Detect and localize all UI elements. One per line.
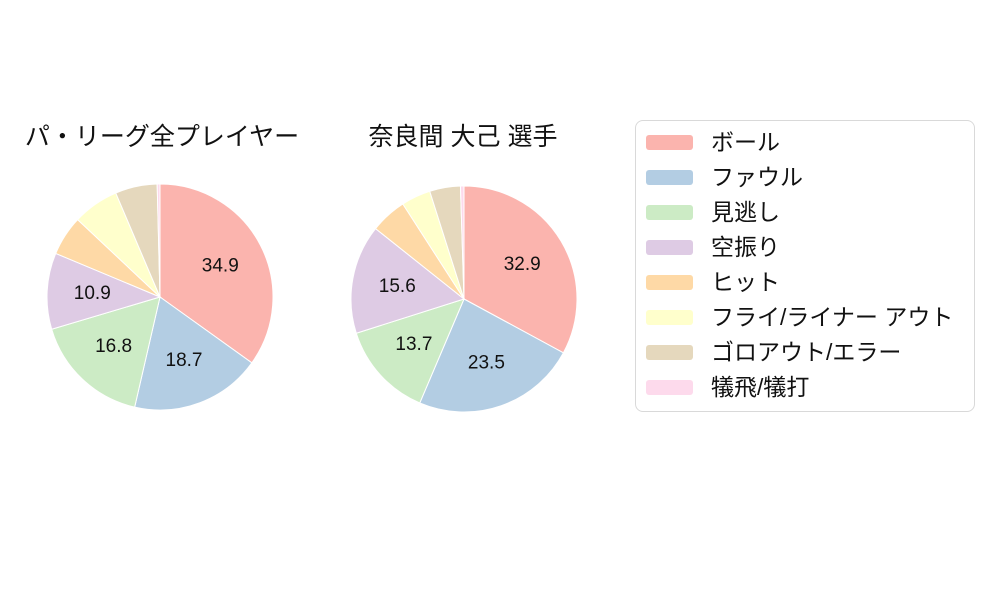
pie-slice-pie-left-2[interactable]	[51, 296, 161, 408]
legend-label: ヒット	[711, 269, 780, 295]
legend-swatch	[646, 380, 693, 395]
pie-slice-pie-left-1[interactable]	[134, 296, 253, 411]
legend-item-0[interactable]: ボール	[636, 125, 974, 160]
legend-label: 犠飛/犠打	[711, 374, 810, 400]
slice-value-label: 15.6	[379, 276, 416, 297]
legend-swatch	[646, 275, 693, 290]
pie-chart-right[interactable]: 32.9 23.5 13.7 15.6	[344, 179, 584, 419]
pie-slice-pie-left-0[interactable]	[159, 183, 274, 364]
pie-slice-pie-left-3[interactable]	[46, 252, 162, 330]
pie-slice-pie-right-7[interactable]	[459, 185, 465, 300]
slice-value-label: 32.9	[504, 254, 541, 275]
legend-swatch	[646, 240, 693, 255]
pie-slice-pie-right-1[interactable]	[419, 298, 565, 413]
legend-items: ボールファウル見逃し空振りヒットフライ/ライナー アウト ゴロアウト/エラー 犠飛/…	[636, 125, 974, 405]
legend-label: フライ/ライナー アウト	[711, 304, 954, 330]
legend: ボールファウル見逃し空振りヒットフライ/ライナー アウト ゴロアウト/エラー 犠飛/…	[635, 120, 975, 412]
slice-value-label: 18.7	[166, 350, 203, 371]
legend-item-1[interactable]: ファウル	[636, 160, 974, 195]
legend-item-6[interactable]: ゴロアウト/エラー	[636, 335, 974, 370]
slice-value-label: 23.5	[468, 353, 505, 374]
pie-slice-pie-right-0[interactable]	[463, 185, 578, 354]
pie-right-title: 奈良間 大己 選手	[368, 123, 558, 151]
legend-item-2[interactable]: 見逃し	[636, 195, 974, 230]
legend-swatch	[646, 135, 693, 150]
legend-label: ファウル	[711, 164, 803, 190]
pie-slice-pie-right-3[interactable]	[350, 227, 466, 334]
legend-swatch	[646, 310, 693, 325]
legend-label: 見逃し	[711, 199, 780, 225]
slice-value-label: 13.7	[395, 334, 432, 355]
legend-swatch	[646, 205, 693, 220]
legend-label: ゴロアウト/エラー	[711, 339, 902, 365]
legend-swatch	[646, 345, 693, 360]
legend-swatch	[646, 170, 693, 185]
pie-slice-pie-left-7[interactable]	[156, 183, 161, 298]
pie-chart-left[interactable]: 34.9 18.7 16.8 10.9	[40, 177, 280, 417]
legend-item-7[interactable]: 犠飛/犠打	[636, 370, 974, 405]
pie-left-title: パ・リーグ全プレイヤー	[24, 123, 300, 151]
slice-value-label: 10.9	[74, 283, 111, 304]
legend-item-4[interactable]: ヒット	[636, 265, 974, 300]
slice-value-label: 16.8	[95, 336, 132, 357]
legend-item-3[interactable]: 空振り	[636, 230, 974, 265]
legend-item-5[interactable]: フライ/ライナー アウト	[636, 300, 974, 335]
legend-label: 空振り	[711, 234, 780, 260]
legend-label: ボール	[711, 129, 780, 155]
slice-value-label: 34.9	[202, 256, 239, 277]
